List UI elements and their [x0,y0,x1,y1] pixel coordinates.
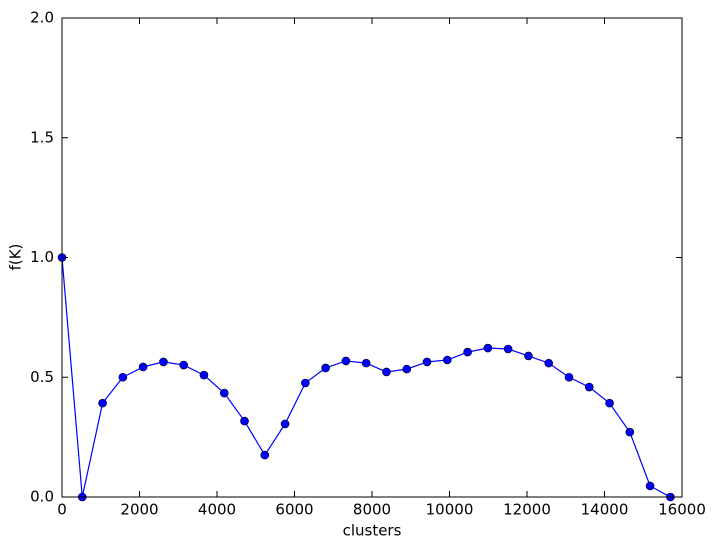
marker [483,343,493,353]
marker [361,358,371,368]
marker [442,355,452,365]
x-tick-label: 6000 [275,501,313,519]
plot-frame [61,17,683,498]
marker [605,398,614,408]
marker [625,427,635,437]
marker [463,347,472,357]
x-tick-label: 14000 [581,501,629,519]
x-tick-label: 4000 [198,501,236,519]
x-tick-label: 0 [57,501,67,519]
marker [544,358,554,368]
marker [260,450,270,460]
marker [584,382,594,392]
marker [524,351,533,361]
marker [118,372,128,382]
marker [645,481,655,491]
marker [219,388,229,398]
marker [179,360,188,370]
x-tick-label: 10000 [426,501,474,519]
marker [564,372,574,382]
y-tick-label: 1.0 [30,248,54,266]
marker [159,357,168,367]
x-tick-label: 2000 [120,501,158,519]
x-axis-label: clusters [343,522,402,540]
marker [402,364,412,374]
marker [280,419,290,429]
x-tick-label: 16000 [658,501,706,519]
marker [341,356,351,366]
marker [138,362,148,372]
marker [382,367,391,377]
marker [301,378,310,388]
marker [199,370,209,380]
y-tick-label: 0.0 [30,488,54,506]
marker [240,416,249,426]
x-tick-label: 8000 [353,501,391,519]
marker [503,344,513,354]
y-tick-label: 0.5 [30,368,54,386]
marker [422,357,432,367]
y-axis-label: f(K) [7,244,25,271]
y-tick-label: 2.0 [30,9,54,27]
marker [98,398,107,408]
x-tick-label: 12000 [503,501,551,519]
y-tick-label: 1.5 [30,128,54,146]
marker [321,363,330,373]
